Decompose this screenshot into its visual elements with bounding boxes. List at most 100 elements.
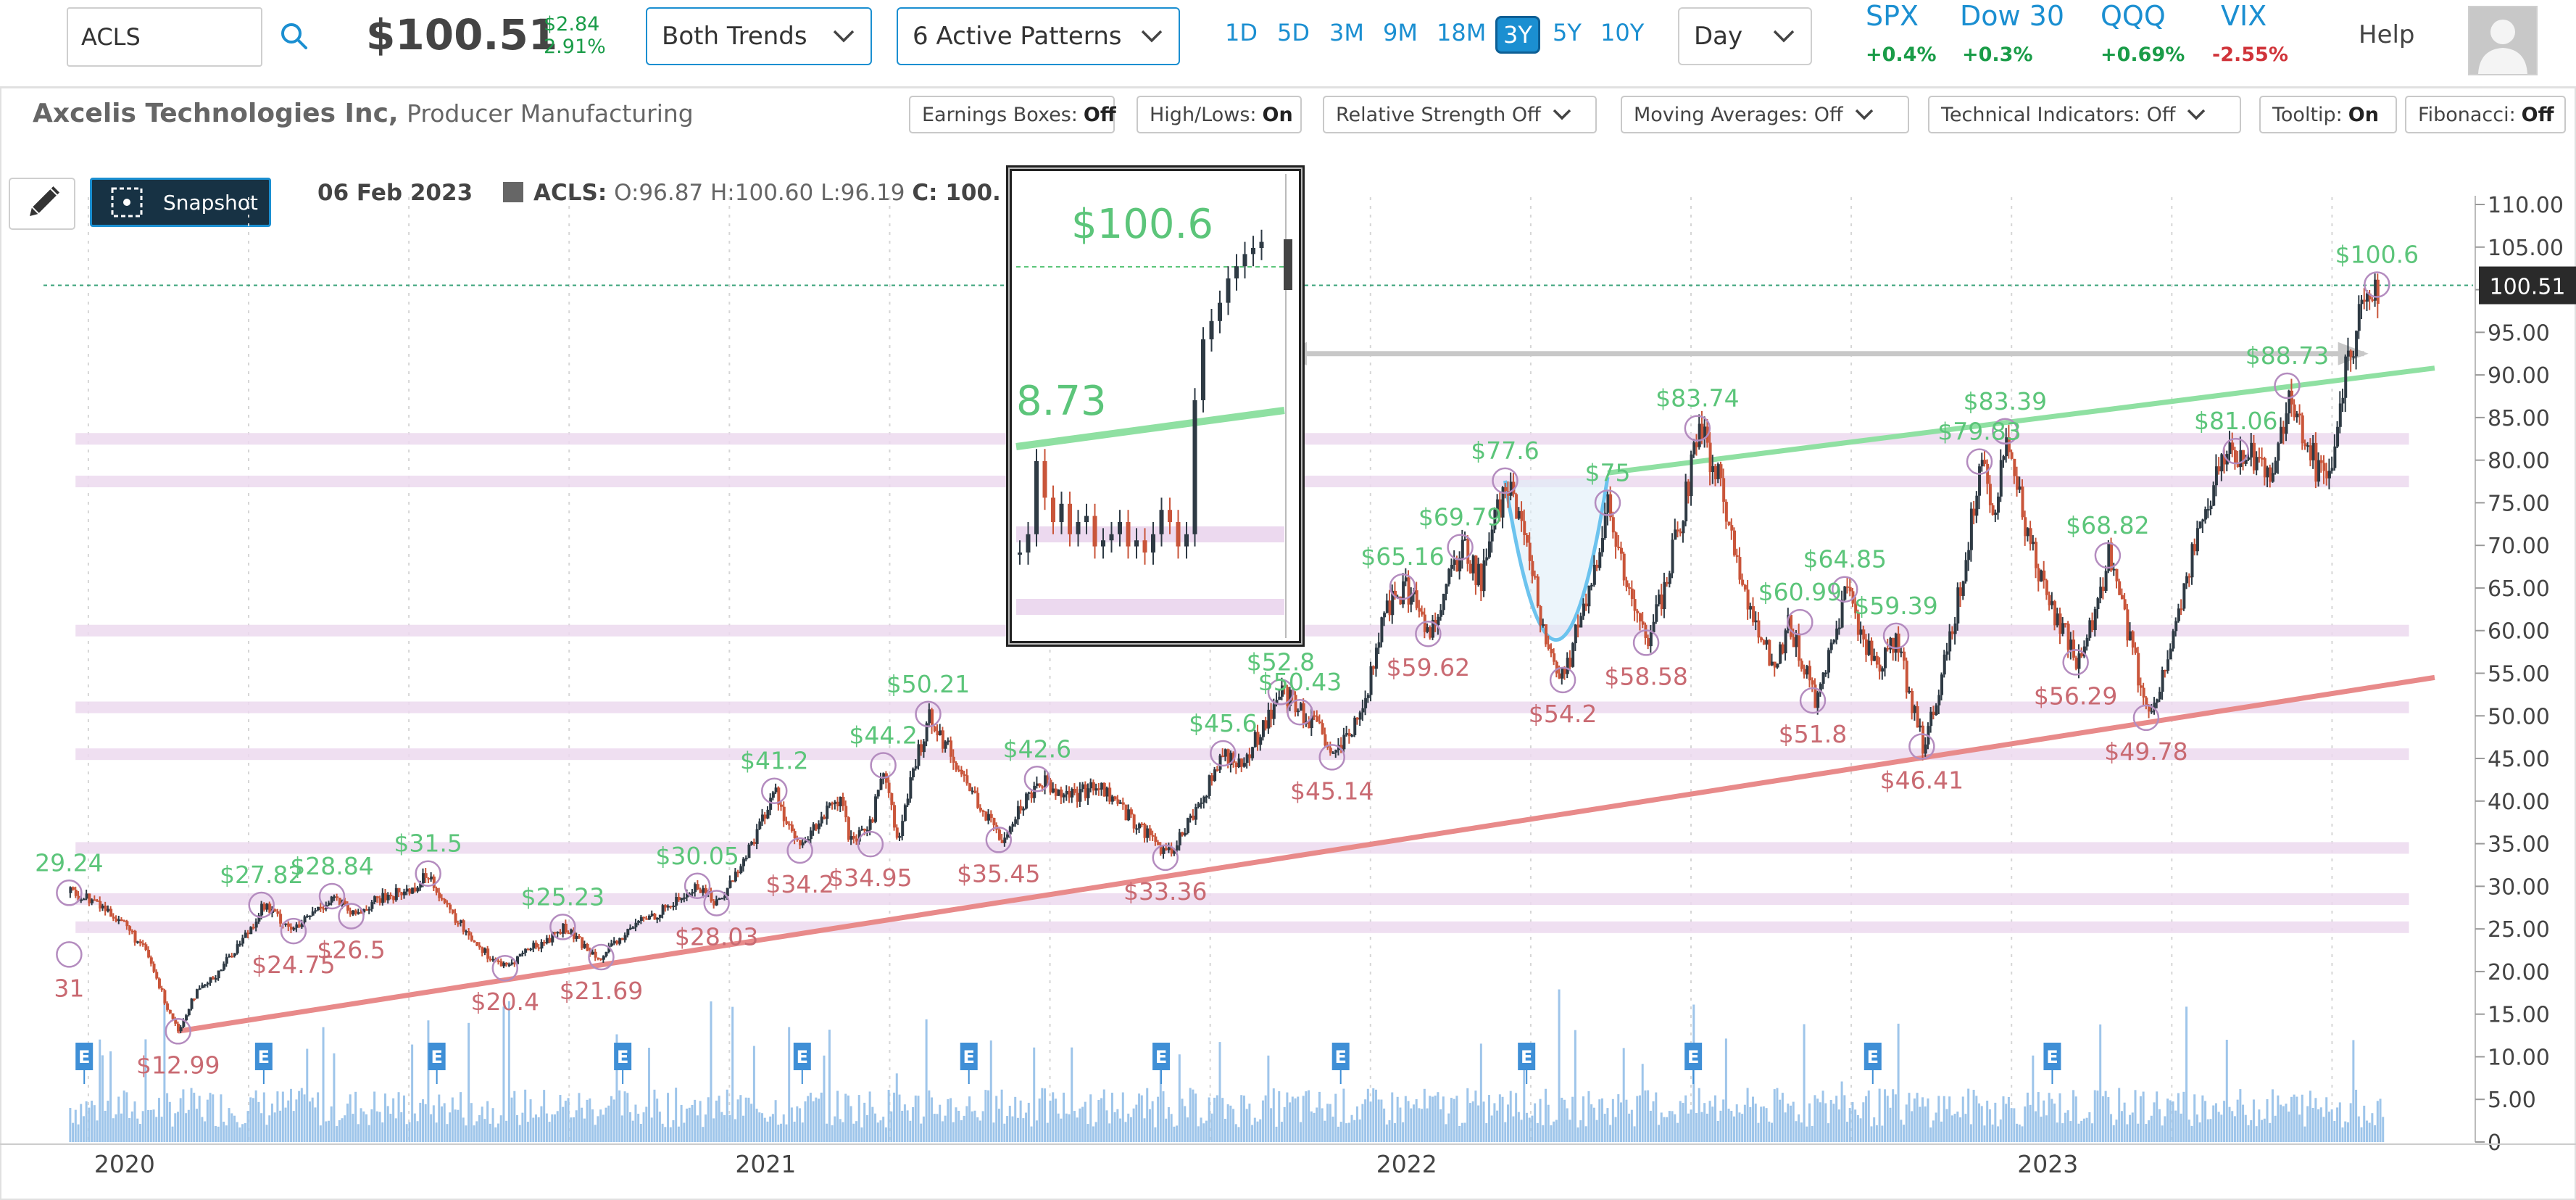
volume-bar: [909, 1120, 912, 1142]
range-3m[interactable]: 3M: [1329, 19, 1364, 46]
range-9m[interactable]: 9M: [1383, 19, 1418, 46]
inset-candle-body: [1042, 461, 1047, 498]
trend-dropdown[interactable]: Both Trends: [646, 7, 872, 65]
volume-bar: [1509, 1091, 1512, 1142]
snapshot-button[interactable]: Snapshot: [90, 178, 271, 227]
earnings-marker[interactable]: [2043, 1043, 2061, 1070]
range-5d[interactable]: 5D: [1277, 19, 1310, 46]
candle-body: [1289, 690, 1292, 706]
index-vix[interactable]: VIX -2.55%: [2212, 0, 2299, 80]
volume-bar: [992, 1122, 995, 1142]
volume-bar: [1932, 1120, 1935, 1142]
candle-body: [289, 927, 293, 930]
range-18m[interactable]: 18M: [1437, 19, 1487, 46]
candle-body: [1743, 584, 1747, 590]
volume-bar: [815, 1097, 818, 1142]
index-spx[interactable]: SPX +0.4%: [1866, 0, 1938, 80]
volume-bar: [1666, 1117, 1669, 1142]
moving-averages-dropdown[interactable]: Moving Averages: Off: [1621, 96, 1909, 133]
volume-bar: [1337, 1126, 1339, 1142]
earnings-marker[interactable]: [1684, 1043, 1703, 1070]
draw-tool-button[interactable]: [9, 178, 75, 230]
earnings-marker[interactable]: [1864, 1043, 1882, 1070]
zoom-inset[interactable]: $100.6 8.73: [1006, 165, 1305, 647]
earnings-marker[interactable]: [1518, 1043, 1536, 1070]
volume-bar: [1165, 1118, 1168, 1142]
volume-bar: [1022, 1118, 1025, 1142]
earnings-marker[interactable]: [75, 1043, 94, 1070]
earnings-marker[interactable]: [1152, 1043, 1171, 1070]
candle-body: [402, 891, 406, 895]
candle-body: [2131, 631, 2135, 648]
volume-bar: [1445, 1124, 1447, 1142]
fibonacci-toggle[interactable]: Fibonacci: Off: [2405, 96, 2566, 133]
candle-body: [1700, 423, 1704, 439]
volume-bar: [1598, 1099, 1601, 1142]
earnings-marker[interactable]: [793, 1043, 811, 1070]
range-3y[interactable]: 3Y: [1495, 16, 1540, 54]
inset-candle-body: [1034, 461, 1039, 534]
volume-bar: [1353, 1120, 1356, 1142]
volume-bar: [871, 1106, 874, 1142]
interval-dropdown[interactable]: Day: [1678, 7, 1812, 65]
earnings-marker[interactable]: [1331, 1043, 1350, 1070]
volume-bar: [551, 1114, 554, 1142]
candle-body: [74, 889, 78, 896]
candle-body: [1579, 616, 1583, 628]
range-10y[interactable]: 10Y: [1600, 19, 1645, 46]
volume-bar: [607, 1105, 610, 1142]
earnings-marker-label: E: [963, 1047, 975, 1067]
volume-bar: [462, 1117, 465, 1142]
volume-bar: [1644, 1090, 1647, 1142]
technical-indicators-dropdown[interactable]: Technical Indicators: Off: [1928, 96, 2241, 133]
symbol-search-input[interactable]: [67, 7, 262, 67]
candle-body: [1159, 845, 1163, 854]
candle-body: [556, 932, 560, 934]
earnings-boxes-toggle[interactable]: Earnings Boxes: Off: [909, 96, 1116, 133]
candle-body: [1361, 708, 1365, 713]
candle-body: [715, 899, 718, 906]
earnings-marker[interactable]: [614, 1043, 632, 1070]
candle-body: [2180, 608, 2183, 611]
earnings-marker[interactable]: [960, 1043, 978, 1070]
candle-body: [650, 913, 654, 916]
help-link[interactable]: Help: [2359, 20, 2415, 49]
toggle-label: Technical Indicators: Off: [1941, 103, 2176, 126]
pivot-high-marker: [549, 914, 576, 940]
volume-bar: [260, 1113, 263, 1142]
tooltip-toggle[interactable]: Tooltip: On: [2259, 96, 2397, 133]
candle-body: [516, 956, 520, 964]
volume-bar: [317, 1092, 320, 1142]
volume-bar: [1159, 1062, 1162, 1142]
candle-body: [1832, 640, 1836, 643]
relative-strength-dropdown[interactable]: Relative Strength Off: [1323, 96, 1597, 133]
volume-bar: [680, 1104, 683, 1142]
volume-bar: [812, 1101, 815, 1142]
last-price-tag-label: 100.51: [2490, 275, 2566, 300]
volume-bar: [1369, 1101, 1372, 1142]
index-qqq[interactable]: QQQ +0.69%: [2101, 0, 2187, 80]
volume-bar: [2327, 1112, 2330, 1142]
candle-body: [1690, 454, 1693, 497]
range-5y[interactable]: 5Y: [1553, 19, 1582, 46]
high-lows-toggle[interactable]: High/Lows: On: [1137, 96, 1302, 133]
volume-bar: [1477, 1105, 1480, 1142]
avatar[interactable]: [2468, 6, 2538, 75]
volume-bar: [855, 1121, 858, 1142]
candle-body: [965, 775, 969, 784]
earnings-marker[interactable]: [428, 1043, 446, 1070]
earnings-marker[interactable]: [254, 1043, 273, 1070]
volume-bar: [2330, 1109, 2333, 1142]
search-icon[interactable]: [278, 20, 310, 52]
range-1d[interactable]: 1D: [1225, 19, 1258, 46]
volume-bar: [1493, 1103, 1496, 1142]
volume-bar: [1827, 1123, 1830, 1142]
candle-body: [1837, 627, 1841, 629]
volume-bar: [575, 1110, 578, 1142]
candle-body: [246, 932, 250, 935]
index-dow30[interactable]: Dow 30 +0.3%: [1960, 0, 2069, 80]
candle-body: [449, 904, 452, 910]
pattern-dropdown[interactable]: 6 Active Patterns: [897, 7, 1180, 65]
